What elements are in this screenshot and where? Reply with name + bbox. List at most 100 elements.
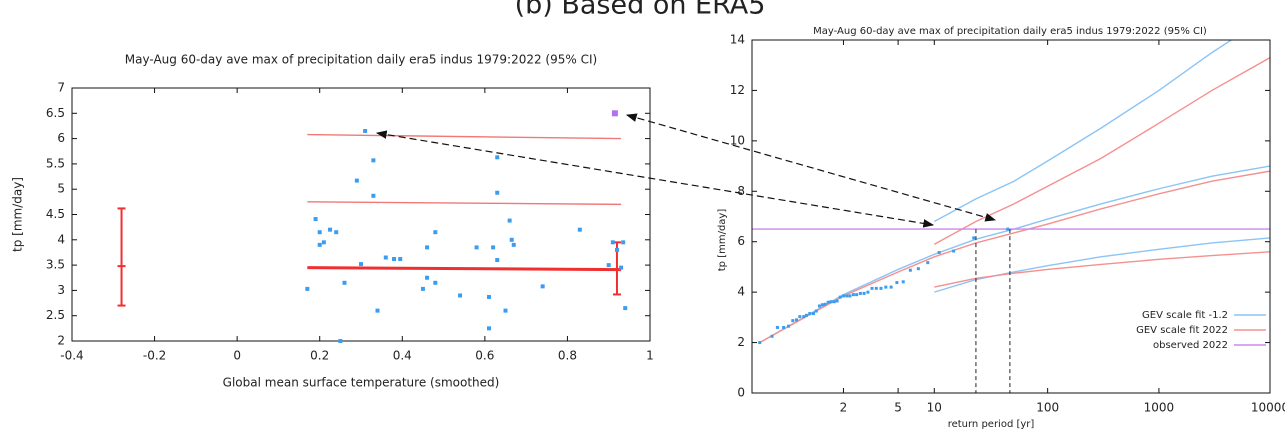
plot-frame: [71, 87, 651, 342]
point: [495, 258, 500, 263]
x-tick-label: 0.2: [310, 349, 329, 363]
observed-point: [832, 300, 836, 304]
x-tick-label: 0.8: [558, 349, 577, 363]
point: [433, 230, 438, 235]
point: [359, 262, 363, 267]
point: [495, 190, 500, 195]
point: [334, 230, 339, 235]
y-tick-label: 2: [57, 334, 65, 348]
observed-point: [884, 285, 888, 289]
point: [342, 280, 347, 285]
point: [313, 217, 318, 222]
observed-point: [811, 312, 815, 316]
fit-curve: [759, 170, 1270, 344]
observed-point: [804, 313, 808, 317]
point: [425, 275, 430, 280]
point: [392, 257, 397, 262]
observed-point: [952, 249, 956, 253]
fit-curve: [933, 57, 1270, 245]
x-tick-label: 1000: [1144, 401, 1175, 415]
observed-point: [823, 302, 827, 306]
observed-point: [874, 286, 878, 290]
observed-point: [855, 293, 859, 297]
x-axis-label: Global mean surface temperature (smoothe…: [223, 376, 500, 390]
y-tick-label: 7: [57, 81, 65, 95]
point: [458, 293, 463, 298]
chart-title: May-Aug 60-day ave max of precipitation …: [813, 26, 1207, 37]
plot-area: [752, 40, 1270, 393]
point: [420, 286, 425, 291]
point: [433, 280, 438, 285]
point: [614, 247, 619, 252]
observed-point: [835, 299, 839, 303]
observed-point: [1006, 227, 1010, 231]
point: [495, 155, 500, 160]
observed-point: [841, 294, 845, 298]
observed-point: [845, 294, 849, 298]
y-tick-label: 5: [57, 182, 65, 196]
observed-point: [794, 318, 798, 322]
fit-curve: [934, 251, 1270, 288]
observed-point: [916, 267, 920, 271]
y-tick-label: 6.5: [46, 106, 65, 120]
y-tick-label: 2: [737, 335, 745, 349]
x-tick-label: 0: [233, 349, 241, 363]
y-tick-label: 6: [57, 131, 65, 145]
x-tick-label: 10: [927, 401, 942, 415]
observed-point: [814, 309, 818, 313]
x-tick-label: 100: [1036, 401, 1059, 415]
point: [371, 193, 376, 198]
y-tick-label: 8: [737, 184, 745, 198]
highlight-point: [611, 110, 618, 117]
observed-point: [926, 261, 930, 265]
observed-point: [808, 312, 812, 316]
link-arrow: [625, 113, 997, 222]
y-tick-label: 3: [57, 283, 65, 297]
y-tick-label: 2.5: [46, 308, 65, 322]
y-tick-label: 5.5: [46, 156, 65, 170]
point: [354, 178, 359, 183]
point: [375, 308, 380, 313]
point: [509, 237, 514, 242]
point: [321, 240, 326, 245]
observed-point: [826, 300, 830, 304]
observed-point: [787, 324, 791, 328]
point: [621, 240, 626, 245]
x-tick-label: 2: [840, 401, 848, 415]
point: [371, 158, 376, 163]
observed-point: [879, 286, 883, 290]
point: [338, 339, 343, 343]
observed-point: [870, 286, 874, 290]
point: [623, 306, 628, 311]
observed-point: [937, 251, 941, 255]
y-tick-label: 0: [737, 386, 745, 400]
observed-point: [848, 294, 852, 298]
y-tick-label: 3.5: [46, 258, 65, 272]
fit-line: [307, 201, 622, 206]
observed-point: [866, 290, 870, 294]
legend-label: GEV scale fit -1.2: [1142, 310, 1228, 321]
point: [577, 227, 582, 232]
point: [540, 284, 545, 289]
point: [425, 245, 430, 250]
x-tick-label: -0.4: [60, 349, 83, 363]
point: [606, 263, 611, 268]
observed-point: [908, 268, 912, 272]
x-tick-label: 0.6: [475, 349, 494, 363]
observed-point: [775, 325, 779, 329]
x-tick-label: 0.4: [393, 349, 412, 363]
observed-point: [851, 293, 855, 297]
point: [507, 218, 512, 223]
point: [317, 230, 322, 235]
observed-point: [782, 325, 786, 329]
fit-line: [307, 266, 622, 272]
figure-title: (b) Based on ERA5: [515, 0, 766, 21]
observed-point: [820, 303, 824, 307]
observed-point: [862, 291, 866, 295]
observed-point: [791, 319, 795, 323]
point: [317, 242, 322, 247]
x-tick-label: -0.2: [143, 349, 166, 363]
observed-point: [901, 280, 905, 284]
point: [491, 245, 496, 250]
